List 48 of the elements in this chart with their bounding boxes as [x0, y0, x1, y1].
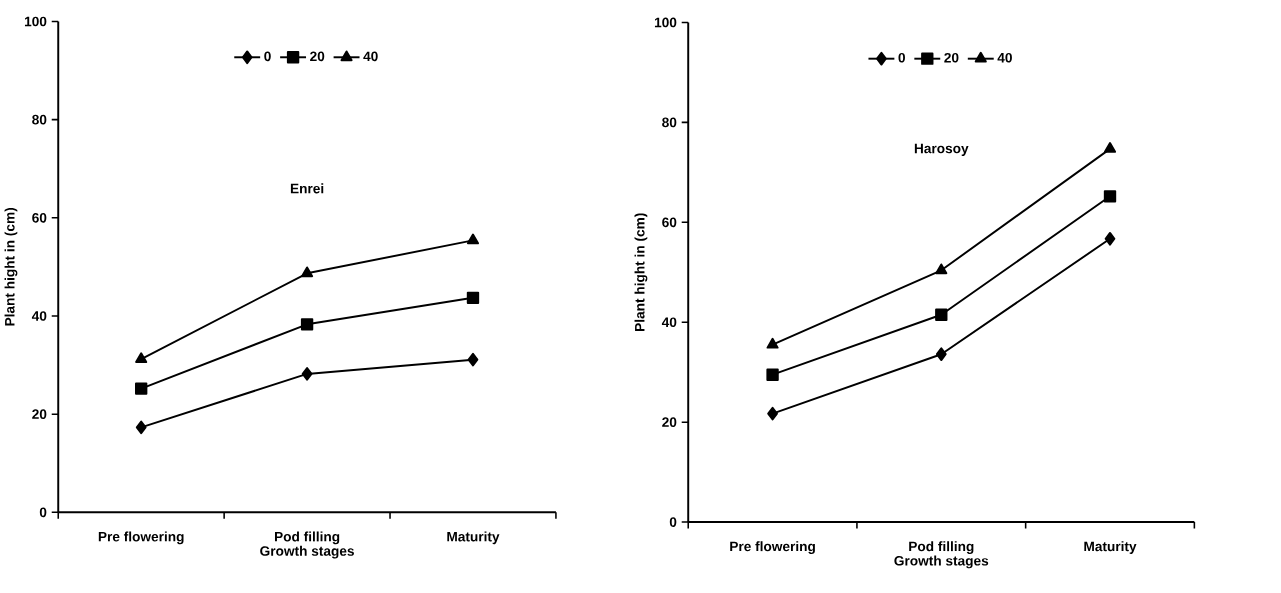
point	[1104, 231, 1116, 246]
point	[767, 406, 778, 421]
point	[466, 291, 480, 304]
y-tick-label: 0	[669, 517, 677, 527]
point	[766, 337, 779, 349]
point	[935, 347, 947, 361]
text: Harosoy	[914, 143, 969, 156]
y-axis-title: Plant hight in (cm)	[4, 207, 18, 326]
x-axis-title: Growth stages	[894, 555, 989, 569]
y-tick-label: 40	[31, 311, 47, 321]
point	[766, 368, 779, 381]
x-tick-label: Pre flowering	[98, 531, 184, 545]
text: Enrei	[290, 183, 324, 194]
legend-label: 20	[310, 51, 325, 62]
point	[467, 352, 479, 367]
x-axis-title: Growth stages	[260, 545, 354, 559]
y-tick-label: 100	[654, 17, 677, 28]
x-tick-label: Pod filling	[909, 541, 974, 554]
y-axis-title: Plant hight in (cm)	[634, 213, 648, 331]
y-tick-label: 80	[662, 117, 677, 128]
point	[935, 308, 948, 321]
y-tick-label: 60	[662, 217, 677, 227]
y-tick-label: 100	[24, 16, 47, 27]
y-tick-label: 20	[32, 409, 47, 419]
x-tick-label: Pre flowering	[730, 541, 815, 554]
x-tick-label: Maturity	[1084, 541, 1137, 554]
point	[466, 233, 480, 245]
legend-label: 0	[264, 51, 271, 62]
legend-label: 0	[898, 52, 905, 63]
point	[1103, 189, 1117, 203]
y-tick-label: 40	[661, 317, 677, 327]
point	[301, 266, 314, 278]
y-tick-label: 60	[32, 212, 47, 223]
legend-label: 20	[944, 52, 959, 63]
point	[135, 420, 147, 435]
point	[301, 366, 313, 381]
point	[1103, 141, 1117, 153]
x-tick-label: Pod filling	[274, 531, 340, 545]
point	[135, 382, 148, 395]
point	[300, 317, 314, 331]
y-tick-label: 0	[39, 507, 47, 518]
x-tick-label: Maturity	[447, 531, 500, 545]
y-tick-label: 20	[662, 417, 677, 427]
point	[135, 352, 148, 363]
legend-label: 40	[363, 51, 378, 62]
point	[935, 263, 948, 275]
legend-label: 40	[997, 52, 1012, 63]
y-tick-label: 80	[32, 114, 47, 125]
